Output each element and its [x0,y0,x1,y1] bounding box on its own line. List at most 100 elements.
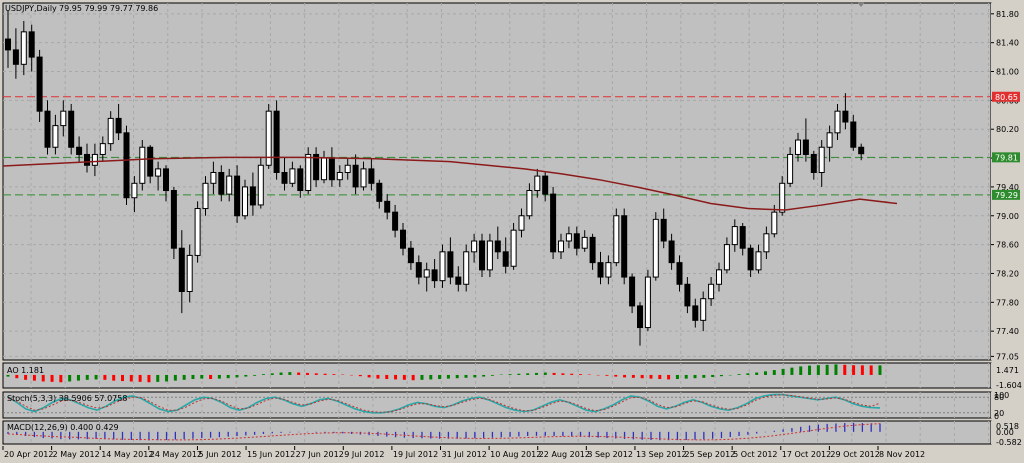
time-axis-bg [0,446,1024,463]
candle [471,233,478,263]
main-axis-bg [991,3,1024,360]
candle [810,150,817,180]
candle [818,140,825,187]
candle-body-up [826,132,833,148]
main-price-pane[interactable]: 81.8081.4081.0080.6080.2079.8079.4079.00… [2,2,1024,361]
candle-body-down [431,269,438,282]
x-tick-label: 5 Jun 2012 [198,450,241,459]
main-frame [2,2,992,361]
x-tick-label: 2 May 2012 [53,450,100,459]
stoch-title: Stoch(5,3,3) 38.5906 57.0758 [7,394,127,403]
scroll-marker-icon[interactable] [857,2,865,7]
candle-body-down [84,153,90,166]
candle-body-down [123,132,130,199]
candle-body-down [542,175,549,195]
macd-y-tick-label: 0.00 [996,428,1014,437]
candle [265,103,272,169]
candle [795,132,801,162]
candle [684,277,691,314]
candle-body-down [5,38,11,51]
candle-body-up [518,215,525,231]
candle-body-down [415,262,422,278]
candle-body-up [131,182,138,199]
candle-body-down [747,247,754,271]
level-price-tag [992,189,1020,200]
level-price-label: 79.29 [995,191,1018,200]
candle-body-up [186,254,193,292]
candle [147,145,154,184]
candle [20,21,27,76]
candle-body-down [597,262,604,278]
candle-body-up [818,146,825,173]
candle [637,302,643,346]
candle [802,118,809,162]
candle-body-up [257,164,264,206]
candle [542,172,549,202]
candle [755,244,762,274]
level-price-tag [992,152,1020,163]
candle [850,114,857,151]
candle [826,125,833,162]
candle [739,222,746,256]
candle-body-up [336,171,343,181]
candle [479,233,485,278]
candle [99,136,106,162]
candle-body-up [779,182,786,213]
candle-body-down [376,182,383,202]
candle [202,176,209,216]
candle [36,49,43,122]
candle [842,93,849,130]
candle [534,168,541,198]
candle-body-down [147,146,154,177]
candle-body-up [708,283,715,300]
candle-body-down [76,146,83,155]
candle [210,161,217,195]
candle-body-down [810,153,817,173]
ao-frame [2,362,992,389]
candle [84,143,90,173]
stoch-signal-line [7,394,881,413]
candle-body-down [447,251,454,278]
candle-body-up [534,175,541,192]
candle-body-up [305,153,312,192]
level-price-label: 79.81 [995,153,1018,162]
y-tick-label: 79.40 [996,183,1019,192]
candle-body-down [36,56,43,112]
candle [439,244,446,288]
candle [463,244,470,292]
ao-axis-bg [991,363,1024,388]
stoch-axis-bg [991,392,1024,418]
candle-body-up [463,251,470,285]
candle-body-down [400,229,406,249]
x-tick-label: 31 Jul 2012 [442,450,487,459]
ao-indicator-pane[interactable]: AO 1.181 1.471 -1.604 [2,362,1024,390]
candle [163,165,169,202]
candle-body-down [692,305,699,321]
macd-frame [2,420,992,445]
candle [242,179,248,220]
candle [565,226,572,249]
candle-body-up [99,143,106,155]
candle [510,222,517,270]
candle-body-down [297,168,304,192]
candle-body-down [637,305,643,329]
candle [597,251,604,285]
candle-body-down [479,240,485,271]
candle [502,237,509,274]
candle-body-up [526,190,533,217]
candle [660,208,667,249]
candle-body-up [226,175,233,195]
candle [12,28,19,79]
candle-body-down [502,251,509,267]
x-tick-label: 3 Sep 2012 [587,450,633,459]
candle [723,237,730,274]
candle-body-down [668,240,675,264]
candle-body-down [234,175,241,217]
y-tick-label: 81.40 [996,39,1019,48]
candle-body-up [652,218,659,278]
candle-body-up [242,186,248,217]
y-tick-label: 77.05 [996,352,1019,361]
